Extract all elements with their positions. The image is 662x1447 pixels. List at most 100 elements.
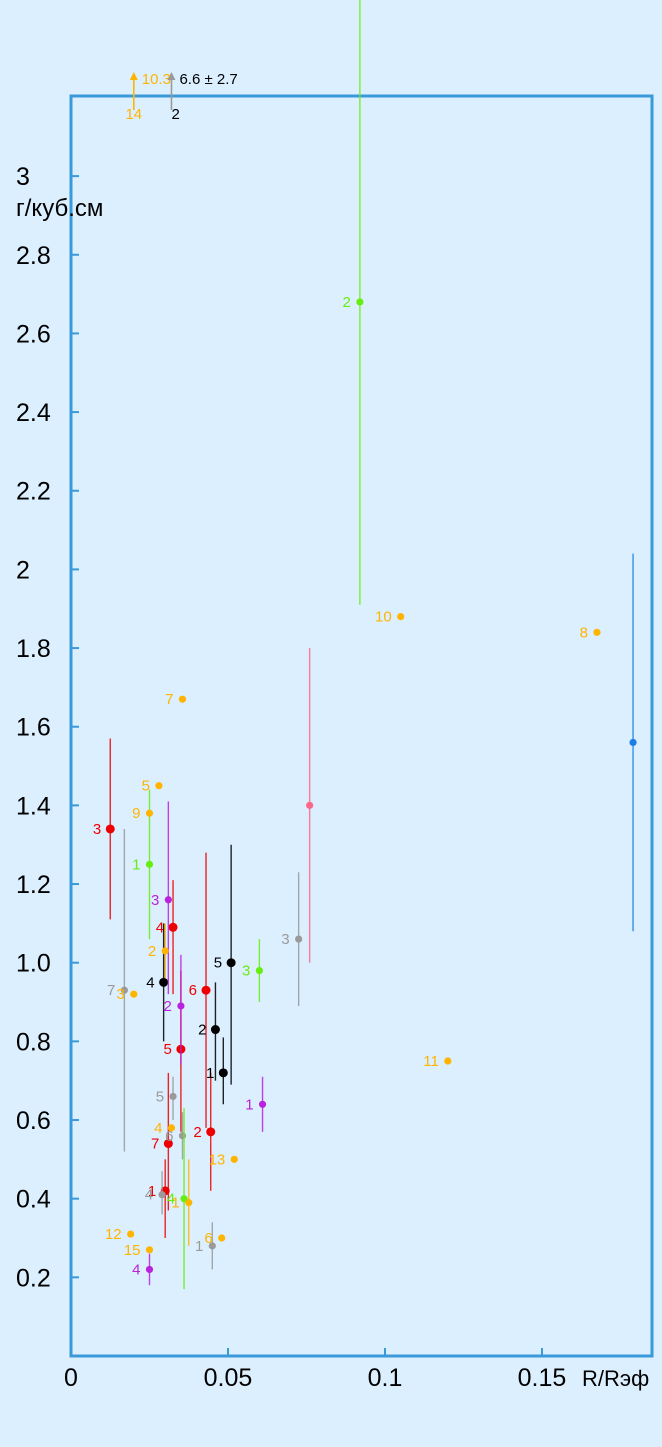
data-point [178, 1132, 187, 1140]
data-point [145, 1265, 154, 1274]
point-label: 6 [165, 1128, 173, 1145]
data-point [230, 1155, 238, 1163]
point-label: 3 [151, 892, 159, 909]
data-point [164, 896, 172, 904]
data-point [444, 1057, 452, 1065]
point-label: 1 [171, 1195, 179, 1212]
data-point [163, 1139, 173, 1149]
y-tick-label: 3 [16, 163, 30, 191]
data-point [127, 1230, 135, 1238]
point-label: 5 [214, 955, 222, 972]
point-label: 3 [242, 963, 250, 980]
data-point [201, 985, 211, 995]
data-point [218, 1068, 228, 1078]
data-point [120, 986, 128, 994]
data-point [258, 1100, 267, 1108]
point-label: 2 [193, 1124, 201, 1141]
data-point [168, 922, 178, 932]
off-scale-arrow-head [129, 72, 138, 80]
point-label: 9 [132, 805, 140, 822]
point-label: 2 [148, 943, 156, 960]
data-point [218, 1234, 226, 1242]
point-label: 7 [165, 691, 173, 708]
data-point [629, 738, 637, 747]
x-tick-label: 0.1 [368, 1364, 403, 1392]
point-label: 3 [93, 821, 101, 838]
point-label: 5 [142, 778, 150, 795]
point-label: 6 [204, 1230, 212, 1247]
plot-frame [69, 94, 654, 1358]
data-point [306, 801, 314, 809]
y-tick-label: 1.0 [16, 950, 51, 978]
data-point [159, 977, 169, 987]
y-tick-label: 2.6 [16, 320, 51, 348]
data-point [206, 1127, 216, 1137]
data-point [208, 1242, 216, 1250]
data-point [255, 966, 263, 975]
y-tick-label: 1.6 [16, 714, 51, 742]
point-label: 3 [116, 986, 124, 1003]
data-point [226, 958, 236, 968]
point-label: 8 [580, 624, 588, 641]
data-point [167, 1124, 176, 1132]
data-point [177, 1002, 185, 1010]
point-label: 2 [198, 1022, 206, 1039]
y-axis-label: г/куб.см [16, 195, 103, 222]
point-label: 15 [124, 1242, 141, 1259]
point-label: 11 [423, 1053, 439, 1070]
y-tick-label: 2.8 [16, 242, 51, 270]
off-scale-arrow-head [167, 72, 176, 80]
point-label: 5 [164, 1041, 172, 1058]
data-point [210, 1025, 220, 1035]
data-point [593, 628, 601, 636]
point-label: 1 [206, 1065, 214, 1082]
point-label: 3 [281, 931, 289, 948]
data-point [155, 782, 163, 790]
data-point [145, 1246, 154, 1254]
x-tick-label: 0 [64, 1364, 78, 1392]
data-point [145, 860, 154, 868]
point-label: 6 [189, 982, 197, 999]
point-label: 5 [156, 1088, 164, 1105]
point-label: 1 [195, 1238, 203, 1255]
off-scale-value: 6.6 ± 2.7 [179, 71, 237, 88]
data-point [180, 1195, 188, 1203]
point-label: 12 [105, 1226, 122, 1243]
point-label: 4 [154, 1120, 162, 1137]
point-label: 4 [132, 1261, 140, 1278]
x-axis-label: R/Rэф [582, 1366, 649, 1391]
point-label: 4 [156, 919, 164, 936]
data-point [130, 990, 138, 998]
y-tick-label: 0.2 [16, 1264, 51, 1292]
data-point [178, 695, 187, 703]
y-tick-label: 0.4 [16, 1186, 51, 1214]
point-label: 4 [146, 974, 154, 991]
y-tick-label: 2.2 [16, 478, 51, 506]
data-point [161, 947, 169, 955]
point-label: 1 [245, 1096, 253, 1113]
point-label: 10 [375, 609, 392, 626]
x-tick-label: 0.15 [518, 1364, 567, 1392]
point-label: 2 [343, 294, 351, 311]
point-label: 13 [209, 1151, 226, 1168]
point-label: 1 [148, 1183, 156, 1200]
data-point [145, 809, 154, 817]
x-tick-label: 0.05 [204, 1364, 253, 1392]
data-point [169, 1092, 177, 1101]
point-label: 4 [167, 1191, 175, 1208]
point-label: 4 [145, 1187, 153, 1204]
data-point [158, 1191, 166, 1199]
y-tick-label: 0.8 [16, 1028, 51, 1056]
point-label: 1 [132, 856, 140, 873]
off-scale-label: 2 [171, 106, 179, 123]
data-point [356, 298, 364, 306]
point-label: 7 [151, 1136, 159, 1153]
data-point [185, 1199, 193, 1207]
data-point [295, 935, 303, 943]
point-label: 2 [164, 998, 172, 1015]
off-scale-label: 14 [125, 106, 142, 123]
y-tick-label: 1.4 [16, 792, 51, 820]
y-tick-label: 1.8 [16, 635, 51, 663]
